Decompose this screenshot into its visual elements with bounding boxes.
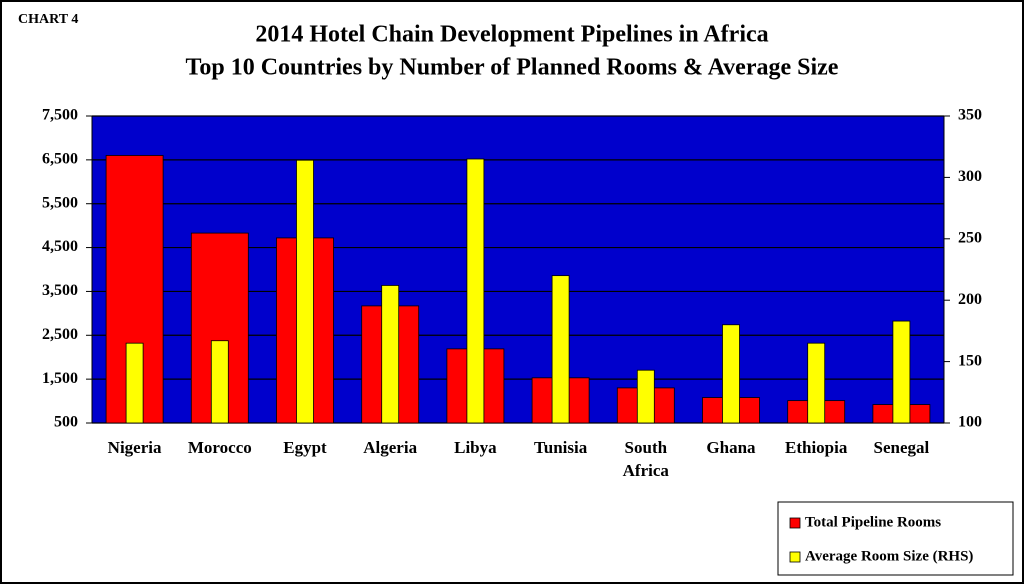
bar [210, 340, 229, 424]
y2-tick-label: 150 [958, 352, 982, 369]
bar [807, 342, 826, 424]
bar [466, 158, 485, 424]
y2-tick-label: 100 [958, 414, 982, 431]
x-tick-label: Libya [454, 438, 497, 457]
chart-title: 2014 Hotel Chain Development Pipelines i… [255, 22, 768, 48]
x-tick-label: Tunisia [533, 438, 588, 457]
y-tick-label: 3,500 [42, 282, 78, 299]
y-tick-label: 5,500 [42, 194, 78, 211]
legend-label: Total Pipeline Rooms [805, 514, 941, 530]
legend-label: Average Room Size (RHS) [805, 548, 973, 564]
bar [381, 285, 400, 424]
x-tick-label: South Africa [622, 438, 669, 480]
chart-label: CHART 4 [18, 12, 78, 27]
y-tick-label: 6,500 [42, 151, 78, 168]
bar [296, 159, 314, 424]
bar [722, 324, 740, 424]
bar [551, 275, 570, 424]
x-tick-label: Egypt [283, 438, 327, 457]
x-tick-label: Nigeria [107, 438, 162, 457]
y-tick-label: 500 [54, 414, 78, 431]
x-tick-label: Ghana [706, 438, 756, 457]
x-tick-label: Morocco [187, 438, 252, 457]
bar [125, 342, 144, 424]
legend-swatch [789, 551, 801, 563]
y-tick-label: 1,500 [42, 370, 78, 387]
x-tick-label: Ethiopia [785, 438, 848, 457]
y2-tick-label: 200 [958, 291, 982, 308]
bar [636, 369, 655, 424]
y-tick-label: 2,500 [42, 326, 78, 343]
y2-tick-label: 300 [958, 168, 982, 185]
legend-swatch [789, 517, 801, 529]
bar [892, 320, 911, 424]
y2-tick-label: 350 [958, 107, 982, 124]
legend-box [777, 501, 1014, 576]
chart-subtitle: Top 10 Countries by Number of Planned Ro… [186, 55, 839, 81]
y-tick-label: 7,500 [42, 107, 78, 124]
y-tick-label: 4,500 [42, 238, 78, 255]
x-tick-label: Algeria [363, 438, 418, 457]
x-tick-label: Senegal [873, 438, 930, 457]
y2-tick-label: 250 [958, 229, 982, 246]
